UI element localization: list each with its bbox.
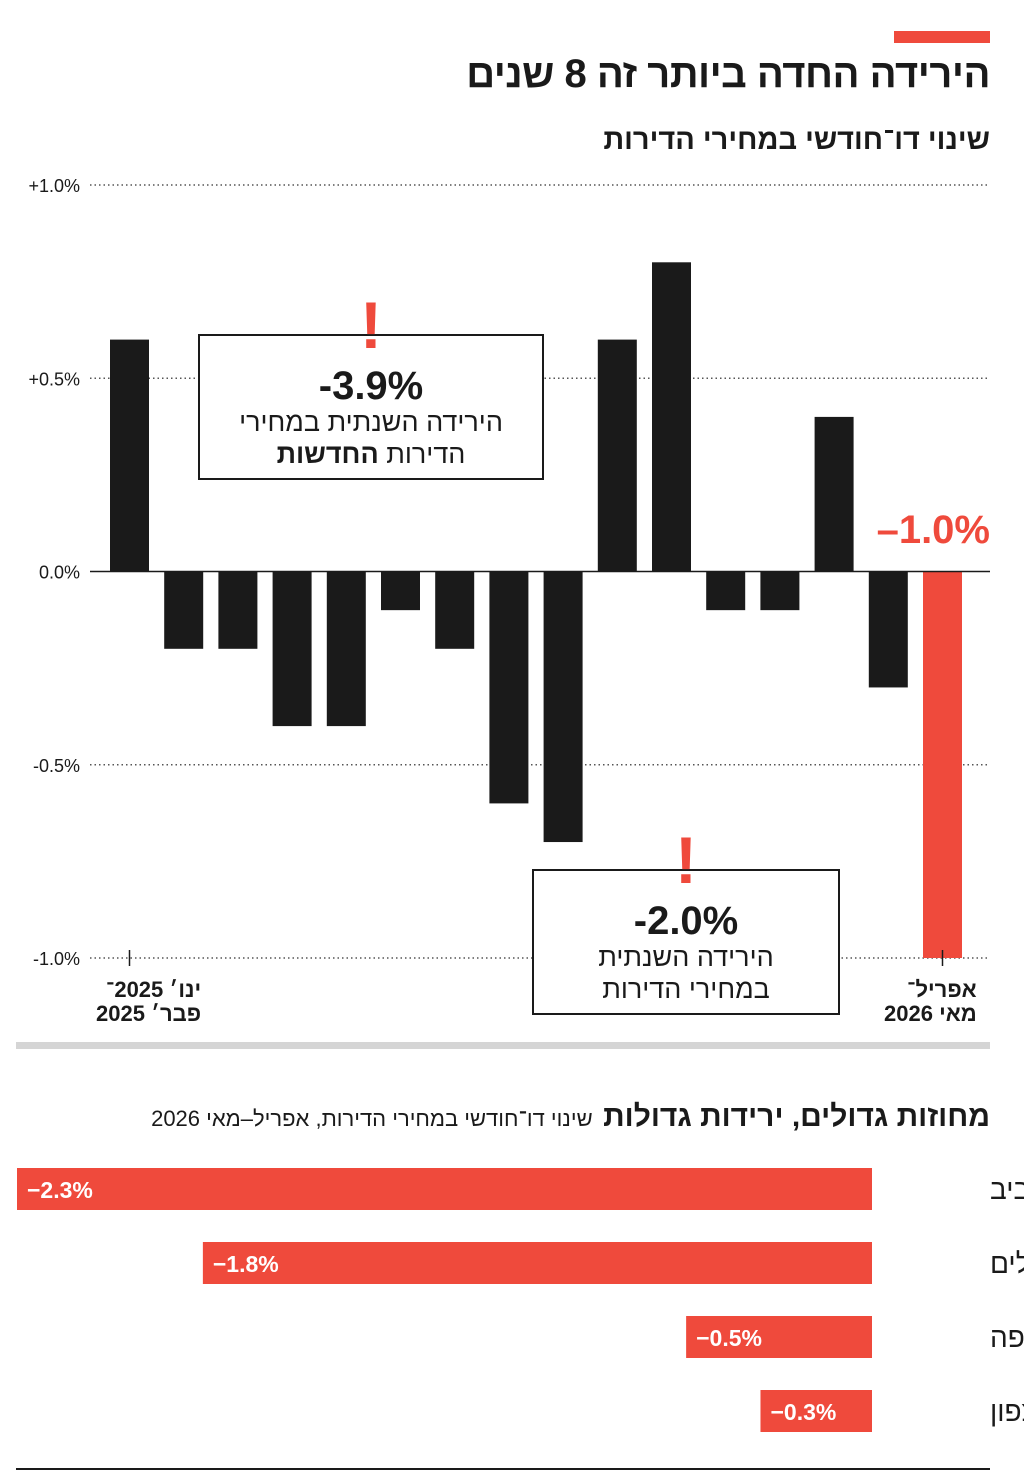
callout-value: -3.9%: [318, 364, 424, 408]
bar: [868, 571, 908, 688]
y-tick-label: +1.0%: [28, 176, 80, 196]
bar: [110, 339, 149, 572]
bar-highlight: [923, 571, 962, 958]
districts-title: מחוזות גדולים, ירידות גדולות: [603, 1100, 990, 1133]
callout-value: -2.0%: [633, 899, 739, 943]
bar: [652, 262, 691, 572]
monthly-change-chart: +1.0% +0.5% 0.0% -0.5% -1.0%: [28, 176, 990, 969]
district-value-label: −0.5%: [696, 1325, 762, 1351]
callout-desc-line1: הירידה השנתית: [598, 942, 774, 972]
section-divider: [16, 1042, 990, 1049]
last-bar-value-label: –1.0%: [876, 508, 990, 552]
y-tick-label: -0.5%: [33, 756, 80, 776]
bar: [381, 571, 420, 611]
y-tick-label: +0.5%: [28, 369, 80, 389]
exclamation-icon: !: [360, 288, 382, 362]
districts-section-title: מחוזות גדולים, ירידות גדולות שינוי דו־חו…: [151, 1100, 990, 1134]
annual-drop-apartments-callout: ! -2.0% הירידה השנתית במחירי הדירות: [532, 827, 840, 1015]
chart-subtitle: שינוי דו־חודשי במחירי הדירות: [603, 124, 990, 156]
district-name: חיפה: [990, 1322, 1024, 1353]
x-label-last-line1: אפריל־: [907, 977, 977, 1002]
callout-desc-line2: הדירות: [378, 439, 466, 470]
district-value-label: −2.3%: [27, 1177, 93, 1203]
district-name: צפון: [990, 1396, 1024, 1427]
y-tick-label: -1.0%: [33, 949, 80, 969]
bar: [489, 571, 529, 804]
district-bar: [686, 1316, 872, 1358]
callout-desc-line1: הירידה השנתית במחירי: [239, 407, 503, 437]
x-label-last: אפריל־ מאי 2026: [884, 977, 977, 1027]
district-bar: [17, 1168, 872, 1210]
bar: [164, 571, 204, 649]
district-name: ירושלים: [990, 1248, 1024, 1279]
district-value-label: −0.3%: [770, 1399, 836, 1425]
bar: [218, 571, 258, 649]
districts-subtitle: שינוי דו־חודשי במחירי הדירות, אפריל–מאי …: [151, 1106, 593, 1131]
callout-desc-bold: החדשות: [276, 439, 379, 470]
bar: [435, 571, 475, 649]
district-value-label: −1.8%: [213, 1251, 279, 1277]
bar: [272, 571, 312, 727]
district-bar: [202, 1242, 872, 1284]
x-label-first-line2: פבר׳ 2025: [96, 1001, 202, 1027]
bar: [543, 571, 583, 843]
x-label-first: ינו׳ 2025־ פבר׳ 2025: [96, 977, 202, 1027]
exclamation-icon: !: [675, 823, 697, 897]
district-name: תל אביב: [990, 1174, 1024, 1205]
headline: הירידה החדה ביותר זה 8 שנים: [466, 52, 990, 96]
districts-bar-chart: −2.3% תל אביב −1.8% ירושלים −0.5% חיפה −0.3% צפ…: [17, 1168, 1024, 1432]
bar: [326, 571, 366, 727]
district-bar: [760, 1390, 872, 1432]
callout-desc-line2: במחירי הדירות: [602, 974, 770, 1005]
bar: [597, 339, 637, 572]
x-label-first-line1: ינו׳ 2025־: [105, 977, 202, 1002]
bar: [706, 571, 746, 611]
annual-drop-new-apartments-callout: ! -3.9% הירידה השנתית במחירי הדירות החדש…: [198, 292, 544, 480]
x-label-last-line2: מאי 2026: [884, 1001, 977, 1027]
y-tick-label: 0.0%: [39, 563, 80, 583]
bar: [760, 571, 800, 611]
bottom-rule: [16, 1468, 990, 1470]
bar: [814, 416, 854, 572]
accent-bar: [894, 31, 990, 43]
